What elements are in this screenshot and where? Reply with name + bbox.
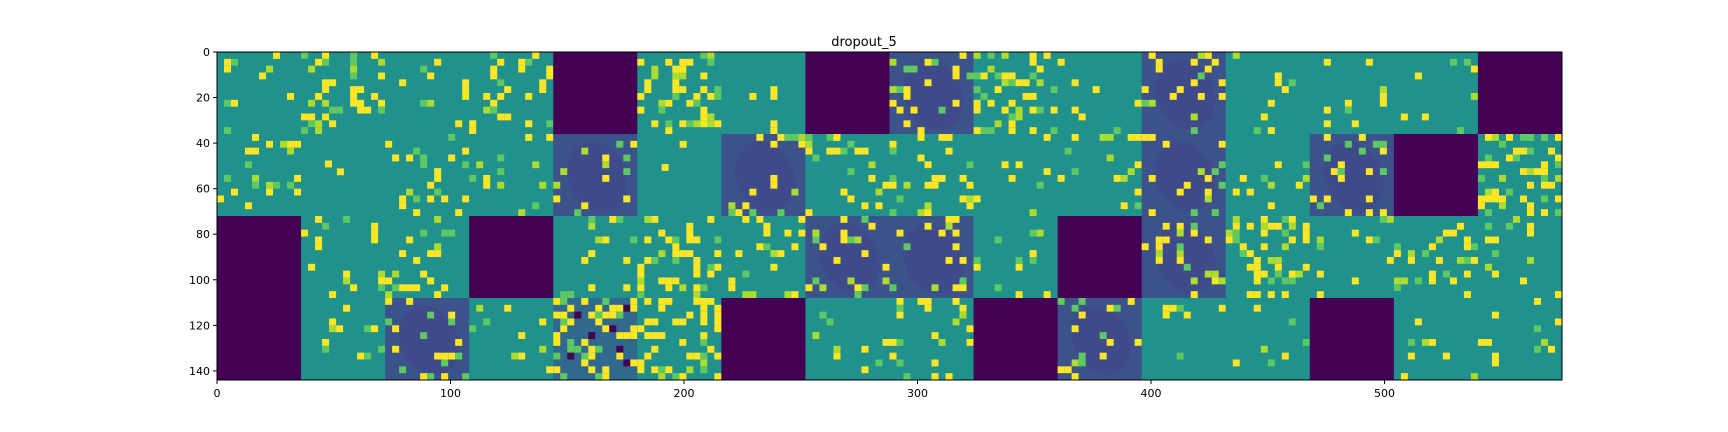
feature-tile-r2-c11 [1141,216,1227,299]
y-axis: 0 20 40 60 80 100 120 140 [189,46,217,378]
y-tick-label: 140 [189,365,210,378]
plot-frame [216,51,1563,381]
y-tick-label: 40 [196,137,210,150]
feature-tile-r3-c10 [1057,298,1143,381]
feature-tile-r0-c5 [637,52,722,135]
feature-tile-r0-c10 [1057,52,1143,135]
feature-map-tiles [217,52,1563,381]
feature-tile-r1-c9 [973,134,1059,217]
feature-tile-r2-c10 [1057,216,1143,299]
feature-tile-r3-c1 [301,298,386,381]
x-tick-label: 100 [440,387,461,400]
feature-tile-r1-c11 [1141,134,1227,217]
feature-tile-r1-c2 [385,134,470,217]
feature-tile-r0-c4 [553,52,638,135]
feature-tile-r0-c13 [1309,52,1395,135]
feature-tile-r3-c7 [805,298,890,381]
x-tick-label: 500 [1374,387,1395,400]
x-tick-label: 200 [674,387,695,400]
feature-tile-r2-c3 [469,216,554,299]
feature-tile-r2-c12 [1225,216,1311,299]
feature-tile-r0-c7 [805,52,890,135]
feature-tile-r1-c0 [217,134,302,217]
feature-tile-r1-c6 [721,134,806,217]
feature-tile-r1-c7 [805,134,890,217]
feature-tile-r3-c5 [637,298,722,381]
feature-tile-r3-c2 [385,298,470,381]
x-axis: 0 100 200 300 400 500 [214,380,1395,400]
feature-tile-r3-c4 [553,298,638,381]
y-tick-label: 0 [203,46,210,59]
feature-tile-r0-c2 [385,52,470,135]
feature-tile-r2-c15 [1477,216,1563,299]
feature-tile-r2-c0 [217,216,302,299]
feature-tile-r2-c7 [805,216,890,299]
feature-tile-r3-c0 [217,298,302,381]
feature-tile-r2-c2 [385,216,470,299]
feature-tile-r1-c14 [1393,134,1479,217]
feature-tile-r3-c15 [1477,298,1563,381]
chart-title: dropout_5 [831,35,897,50]
y-tick-label: 120 [189,319,210,332]
feature-tile-r1-c13 [1309,134,1395,217]
feature-tile-r3-c3 [469,298,554,381]
y-tick-label: 80 [196,228,210,241]
feature-tile-r1-c12 [1225,134,1311,217]
y-tick-label: 100 [189,274,210,287]
feature-tile-r0-c0 [217,52,302,135]
feature-tile-r1-c8 [889,134,975,217]
feature-tile-r0-c11 [1141,52,1227,135]
feature-tile-r1-c10 [1057,134,1143,217]
feature-tile-r2-c4 [553,216,638,299]
feature-tile-r0-c8 [889,52,975,135]
feature-tile-r1-c15 [1477,134,1563,217]
feature-tile-r0-c12 [1225,52,1311,135]
feature-tile-r1-c1 [301,134,386,217]
feature-tile-r3-c11 [1141,298,1227,381]
x-tick-label: 400 [1141,387,1162,400]
feature-tile-r3-c6 [721,298,806,381]
feature-tile-r0-c1 [301,52,386,135]
feature-tile-r2-c6 [721,216,806,299]
y-tick-label: 20 [196,92,210,105]
feature-tile-r0-c15 [1477,52,1563,135]
feature-tile-r2-c13 [1309,216,1395,299]
x-tick-label: 300 [907,387,928,400]
feature-tile-r1-c4 [553,134,638,217]
feature-tile-r2-c9 [973,216,1059,299]
feature-tile-r3-c8 [889,298,975,381]
feature-tile-r0-c14 [1393,52,1479,135]
feature-tile-r0-c3 [469,52,554,135]
feature-tile-r0-c6 [721,52,806,135]
feature-tile-r2-c5 [637,216,722,299]
feature-tile-r2-c1 [301,216,386,299]
feature-tile-r3-c9 [973,298,1059,381]
x-tick-label: 0 [214,387,221,400]
feature-tile-r3-c12 [1225,298,1311,381]
feature-tile-r1-c5 [637,134,722,217]
feature-tile-r2-c8 [889,216,975,299]
feature-tile-r2-c14 [1393,216,1479,299]
y-tick-label: 60 [196,183,210,196]
feature-tile-r1-c3 [469,134,554,217]
feature-tile-r3-c14 [1393,298,1479,381]
feature-tile-r0-c9 [973,52,1059,135]
feature-tile-r3-c13 [1309,298,1395,381]
